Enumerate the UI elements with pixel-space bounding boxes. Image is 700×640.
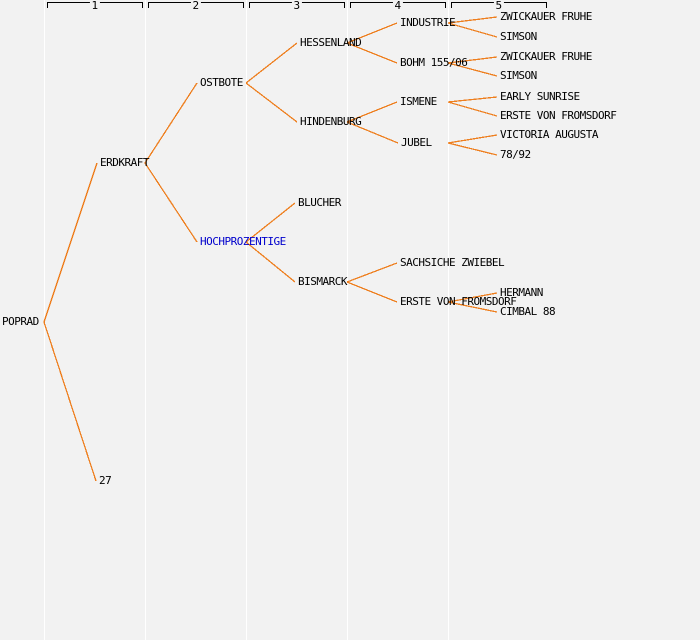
ancestry-line <box>245 202 296 243</box>
ancestry-line <box>245 82 298 123</box>
tree-node-ostbote: OSTBOTE <box>200 76 243 89</box>
column-separator-line <box>347 0 348 640</box>
ancestry-line <box>447 101 498 117</box>
ancestry-line <box>447 96 498 103</box>
tree-node-victoria: VICTORIA AUGUSTA <box>500 128 598 141</box>
generation-number: 1 <box>89 0 100 12</box>
tree-node-hermann: HERMANN <box>500 286 543 299</box>
ancestry-line <box>447 142 498 156</box>
ancestry-line <box>144 82 198 164</box>
tree-node-bismarck: BISMARCK <box>298 275 347 288</box>
column-separator-line <box>448 0 449 640</box>
tree-node-industrie: INDUSTRIE <box>400 16 456 29</box>
ancestry-line <box>346 101 398 123</box>
tree-node-jubel: JUBEL <box>401 136 432 149</box>
ancestry-line <box>346 42 398 64</box>
ancestry-line <box>346 262 398 283</box>
tree-node-cimbal: CIMBAL 88 <box>500 305 556 318</box>
tree-node-erstevf2: ERSTE VON FROMSDORF <box>500 109 617 122</box>
ancestry-line <box>43 162 98 323</box>
ancestry-line <box>144 162 198 243</box>
generation-number: 4 <box>392 0 403 12</box>
ancestry-line <box>447 62 498 77</box>
ancestry-line <box>346 121 399 144</box>
tree-node-blucher: BLUCHER <box>298 196 341 209</box>
tree-node-hessenland: HESSENLAND <box>300 36 362 49</box>
ancestry-line <box>245 42 298 84</box>
tree-node-n27: 27 <box>99 474 112 487</box>
ancestry-line <box>447 134 498 144</box>
ancestry-line <box>245 241 296 283</box>
tree-node-hochprozentige[interactable]: HOCHPROZENTIGE <box>200 235 286 248</box>
column-separator-line <box>145 0 146 640</box>
tree-node-early: EARLY SUNRISE <box>500 90 580 103</box>
tree-node-sachsiche: SACHSICHE ZWIEBEL <box>400 256 505 269</box>
generation-number: 5 <box>493 0 504 12</box>
ancestry-line <box>447 16 498 24</box>
tree-node-simson2: SIMSON <box>500 69 537 82</box>
tree-node-zwickauer2: ZWICKAUER FRUHE <box>500 50 592 63</box>
tree-node-simson1: SIMSON <box>500 30 537 43</box>
ancestry-line <box>447 301 498 313</box>
ancestry-line <box>346 22 398 44</box>
tree-node-bohm: BOHM 155/06 <box>400 56 468 69</box>
ancestry-line <box>346 281 398 303</box>
ancestry-line <box>43 321 97 482</box>
ancestry-line <box>447 22 498 38</box>
tree-node-erstevf: ERSTE VON FROMSDORF <box>400 295 517 308</box>
tree-node-zwickauer1: ZWICKAUER FRUHE <box>500 10 592 23</box>
tree-node-n7892: 78/92 <box>500 148 531 161</box>
tree-node-ismene: ISMENE <box>400 95 437 108</box>
column-separator-line <box>246 0 247 640</box>
tree-node-poprad: POPRAD <box>2 315 39 328</box>
tree-node-hindenburg: HINDENBURG <box>300 115 362 128</box>
ancestry-line <box>447 56 498 64</box>
generation-number: 3 <box>291 0 302 12</box>
tree-node-erdkraft: ERDKRAFT <box>100 156 149 169</box>
ancestry-line <box>447 292 498 303</box>
generation-number: 2 <box>190 0 201 12</box>
